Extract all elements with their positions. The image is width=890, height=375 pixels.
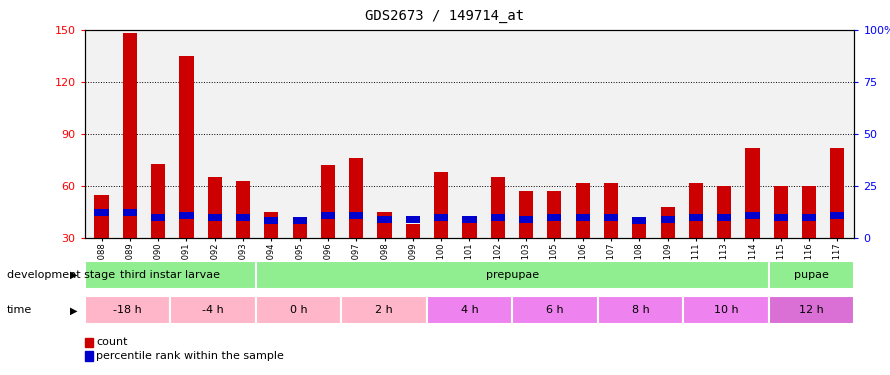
Bar xyxy=(236,181,250,238)
Bar xyxy=(689,214,703,221)
Bar xyxy=(746,148,759,238)
Bar xyxy=(802,186,816,238)
Bar xyxy=(632,217,646,238)
Bar xyxy=(123,33,137,238)
Text: pupae: pupae xyxy=(794,270,829,280)
Text: 0 h: 0 h xyxy=(289,305,307,315)
Text: prepupae: prepupae xyxy=(486,270,538,280)
Bar xyxy=(717,186,732,238)
Bar xyxy=(463,216,476,222)
Bar xyxy=(264,217,279,224)
Bar xyxy=(463,216,476,238)
Bar xyxy=(684,296,769,324)
Text: count: count xyxy=(96,338,127,347)
Bar xyxy=(85,261,255,289)
Bar xyxy=(746,212,759,219)
Bar xyxy=(513,296,598,324)
Bar xyxy=(598,296,684,324)
Bar xyxy=(255,261,769,289)
Bar xyxy=(293,224,307,238)
Bar xyxy=(660,216,675,222)
Bar xyxy=(802,214,816,221)
Bar xyxy=(604,183,618,238)
Bar xyxy=(689,183,703,238)
Text: third instar larvae: third instar larvae xyxy=(120,270,220,280)
Bar xyxy=(773,214,788,221)
Bar xyxy=(341,296,426,324)
Bar xyxy=(264,212,279,238)
Bar xyxy=(151,214,166,221)
Bar xyxy=(85,296,170,324)
Bar xyxy=(660,207,675,238)
Bar xyxy=(123,209,137,216)
Bar xyxy=(151,164,166,238)
Bar xyxy=(170,296,255,324)
Text: 10 h: 10 h xyxy=(714,305,739,315)
Text: percentile rank within the sample: percentile rank within the sample xyxy=(96,351,284,361)
Text: 2 h: 2 h xyxy=(375,305,392,315)
Bar xyxy=(406,216,420,222)
Text: 4 h: 4 h xyxy=(461,305,478,315)
Bar xyxy=(576,183,590,238)
Text: ▶: ▶ xyxy=(70,305,77,315)
Bar xyxy=(293,217,307,224)
Bar xyxy=(519,216,533,222)
Bar xyxy=(207,214,222,221)
Text: -18 h: -18 h xyxy=(113,305,142,315)
Bar xyxy=(94,195,109,238)
Bar xyxy=(773,186,788,238)
Bar xyxy=(769,261,854,289)
Bar xyxy=(830,148,845,238)
Bar xyxy=(207,177,222,238)
Bar xyxy=(236,214,250,221)
Text: GDS2673 / 149714_at: GDS2673 / 149714_at xyxy=(366,9,524,23)
Bar xyxy=(830,212,845,219)
Bar xyxy=(434,172,449,238)
Text: time: time xyxy=(7,305,32,315)
Bar xyxy=(94,209,109,216)
Bar xyxy=(547,191,562,238)
Bar xyxy=(717,214,732,221)
Bar xyxy=(377,212,392,238)
Bar xyxy=(434,214,449,221)
Bar xyxy=(349,212,363,219)
Bar xyxy=(255,296,341,324)
Bar xyxy=(769,296,854,324)
Text: 8 h: 8 h xyxy=(632,305,650,315)
Bar xyxy=(490,177,505,238)
Bar xyxy=(321,165,335,238)
Bar xyxy=(576,214,590,221)
Text: development stage: development stage xyxy=(7,270,115,280)
Text: ▶: ▶ xyxy=(70,270,77,280)
Bar xyxy=(406,224,420,238)
Text: 12 h: 12 h xyxy=(799,305,824,315)
Bar xyxy=(180,212,193,219)
Bar xyxy=(519,191,533,238)
Text: -4 h: -4 h xyxy=(202,305,223,315)
Bar xyxy=(349,158,363,238)
Text: 6 h: 6 h xyxy=(546,305,564,315)
Bar xyxy=(321,212,335,219)
Bar xyxy=(604,214,618,221)
Bar xyxy=(377,216,392,222)
Bar xyxy=(426,296,513,324)
Bar xyxy=(180,56,193,238)
Bar xyxy=(632,217,646,224)
Bar xyxy=(490,214,505,221)
Bar xyxy=(547,214,562,221)
